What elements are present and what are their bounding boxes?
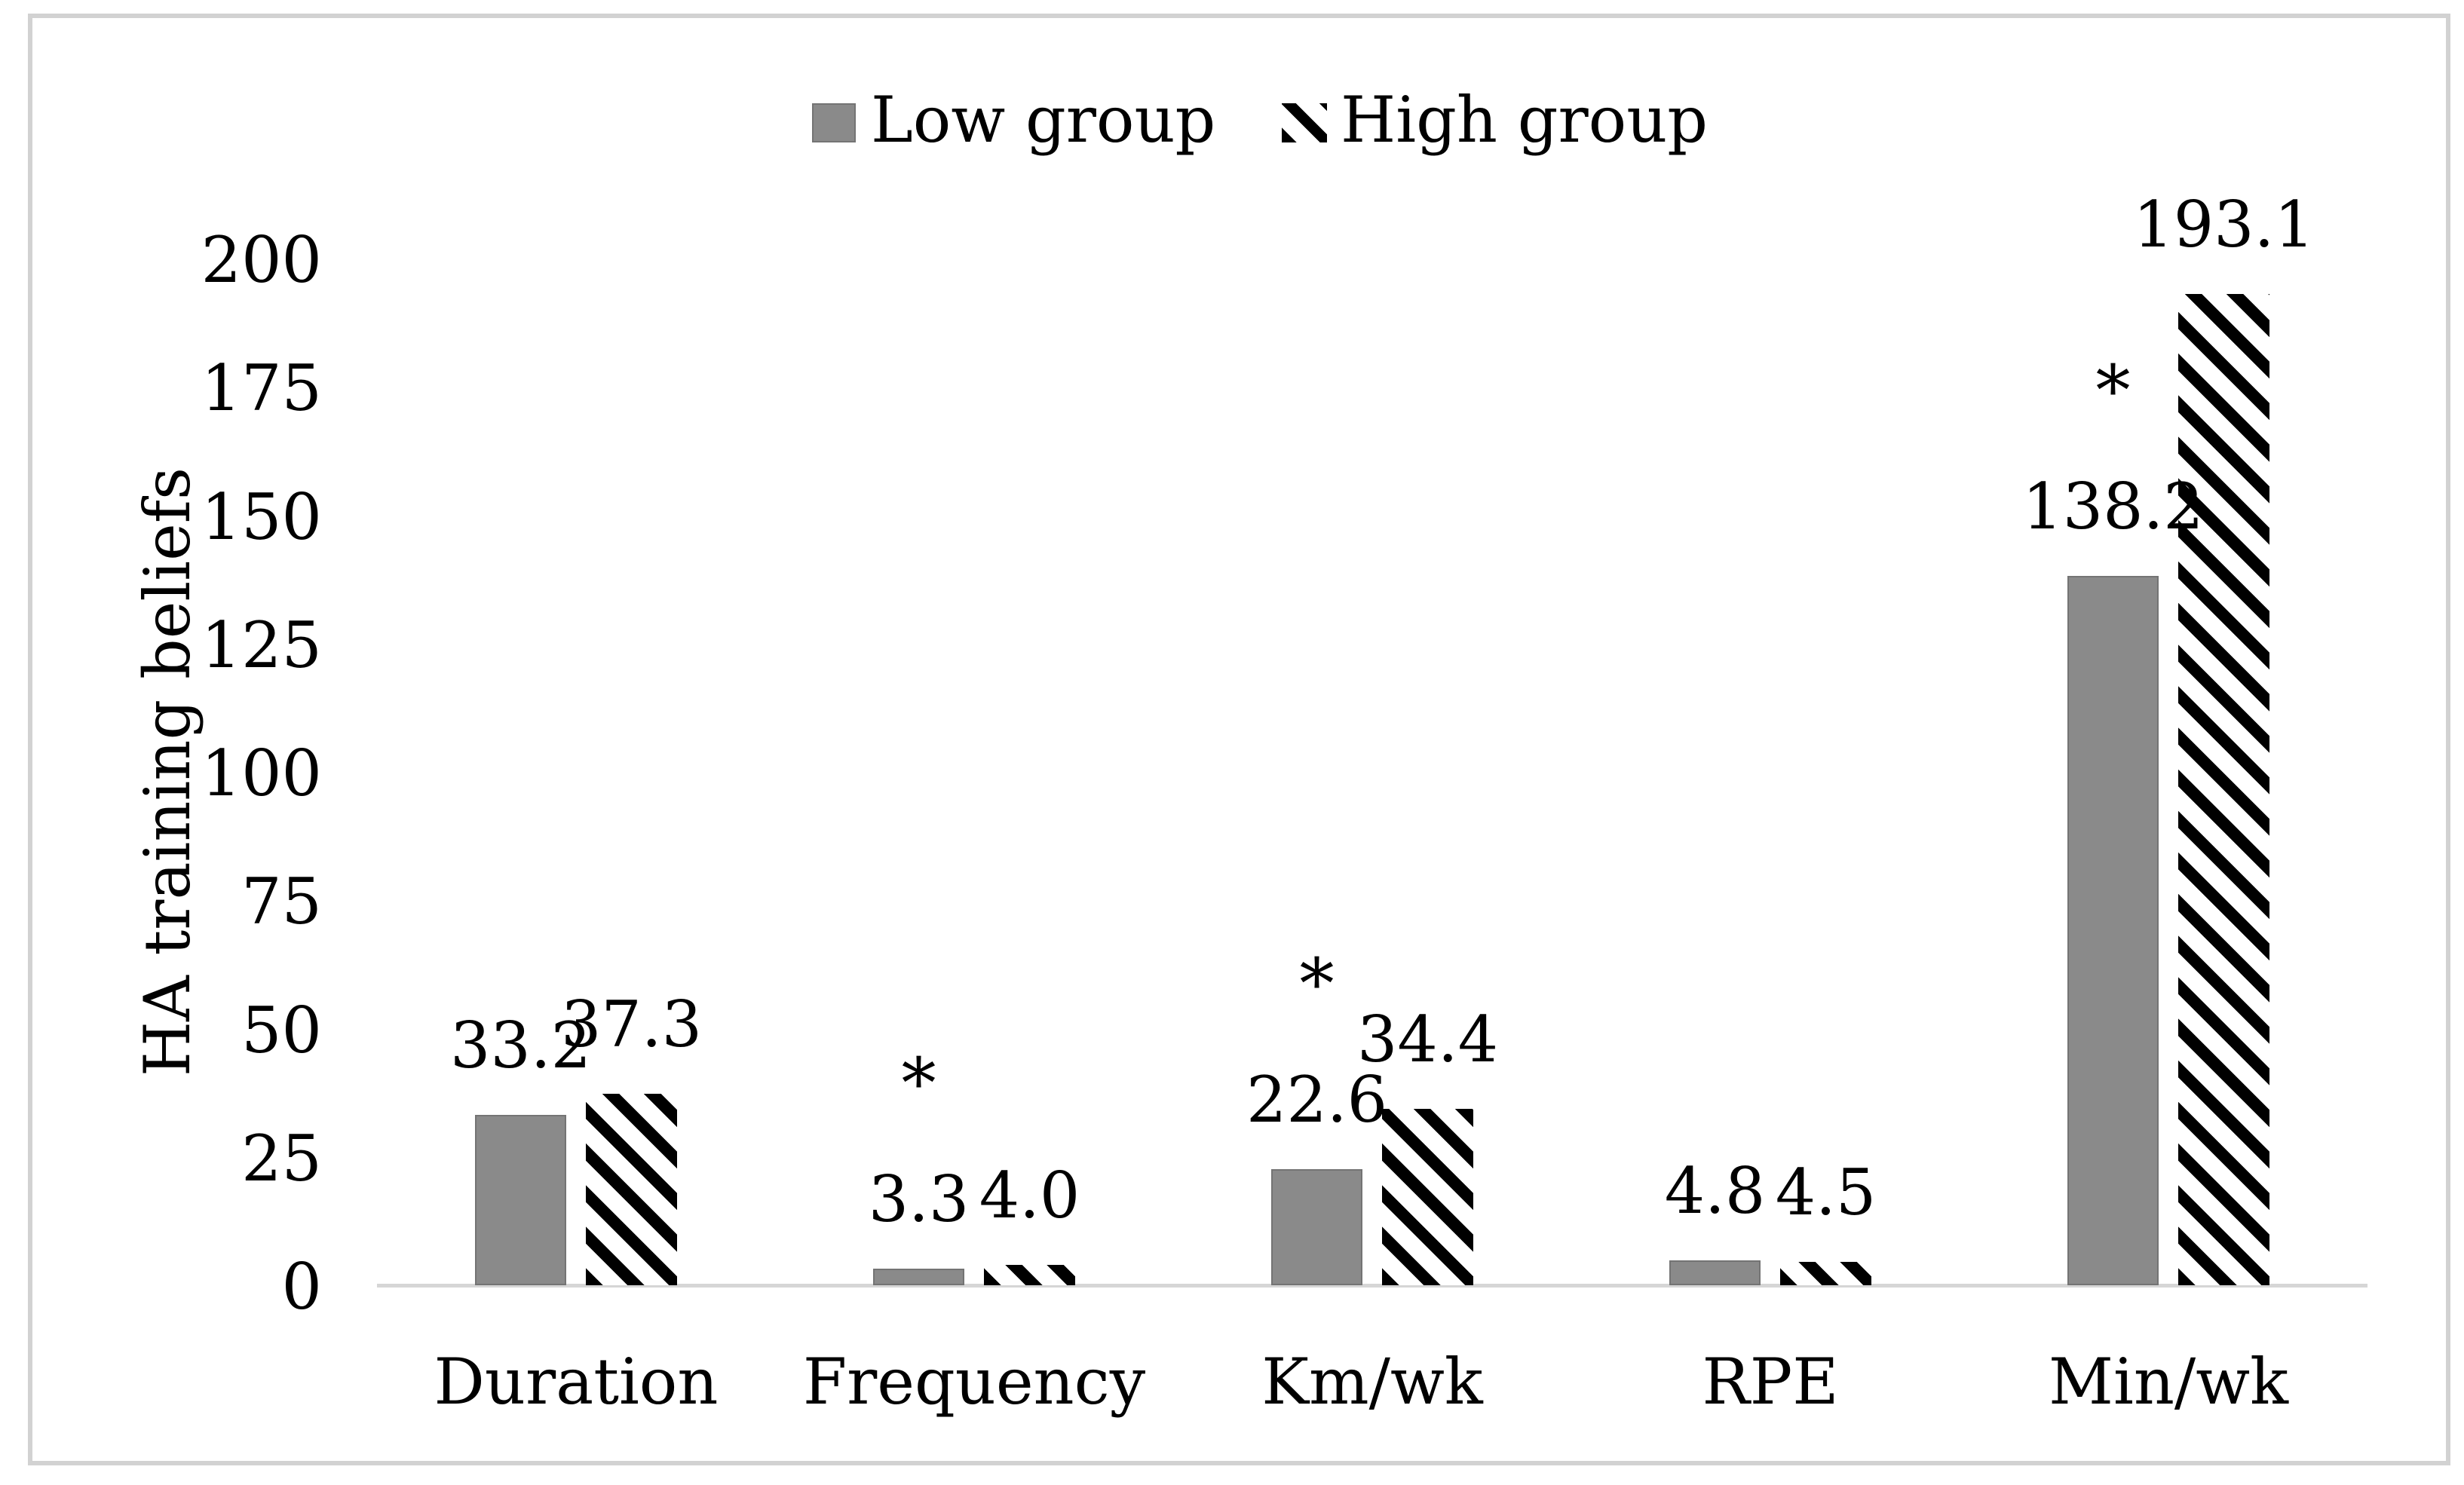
bar-label-low-km-wk: 22.6 <box>1246 1063 1388 1137</box>
significance-asterisk-frequency: * <box>901 1043 936 1124</box>
y-tick-25: 25 <box>241 1121 322 1196</box>
bar-label-high-min-wk: 193.1 <box>2133 188 2315 262</box>
x-category-label-min-wk: Min/wk <box>2048 1345 2289 1419</box>
bar-label-low-min-wk: 138.2 <box>2022 470 2204 543</box>
bar-high-frequency <box>984 1265 1075 1285</box>
x-category-label-duration: Duration <box>434 1345 719 1419</box>
bar-label-high-duration: 37.3 <box>560 987 703 1061</box>
x-category-label-frequency: Frequency <box>802 1345 1146 1419</box>
bar-label-high-km-wk: 34.4 <box>1356 1003 1499 1076</box>
bar-label-high-rpe: 4.5 <box>1775 1156 1877 1229</box>
legend-label-low-group: Low group <box>871 83 1216 157</box>
bar-label-low-frequency: 3.3 <box>868 1162 970 1236</box>
x-axis-line <box>377 1284 2367 1288</box>
bar-label-low-duration: 33.2 <box>449 1009 592 1082</box>
y-tick-50: 50 <box>241 993 322 1067</box>
y-tick-100: 100 <box>201 736 322 810</box>
legend-swatch-high-group <box>1282 103 1327 142</box>
figure-border <box>28 14 2450 1465</box>
bar-high-min-wk <box>2178 294 2269 1285</box>
bar-high-duration <box>586 1094 677 1285</box>
x-category-label-km-wk: Km/wk <box>1261 1345 1483 1419</box>
x-category-label-rpe: RPE <box>1702 1345 1839 1419</box>
significance-asterisk-km-wk: * <box>1299 944 1335 1024</box>
bar-low-min-wk <box>2067 576 2159 1285</box>
y-tick-200: 200 <box>201 223 322 297</box>
bar-low-rpe <box>1669 1260 1761 1285</box>
y-tick-150: 150 <box>201 479 322 554</box>
bar-label-high-frequency: 4.0 <box>979 1159 1080 1232</box>
bar-low-km-wk <box>1271 1169 1362 1285</box>
legend-swatch-low-group <box>812 103 856 142</box>
bar-label-low-rpe: 4.8 <box>1664 1154 1766 1228</box>
y-tick-75: 75 <box>241 865 322 939</box>
bar-high-rpe <box>1780 1262 1871 1285</box>
y-tick-0: 0 <box>281 1250 322 1324</box>
bar-low-frequency <box>873 1269 964 1285</box>
significance-asterisk-min-wk: * <box>2095 351 2131 431</box>
bar-low-duration <box>475 1115 566 1285</box>
legend-label-high-group: High group <box>1341 83 1709 157</box>
y-tick-125: 125 <box>201 608 322 682</box>
y-tick-175: 175 <box>201 351 322 426</box>
bar-high-km-wk <box>1382 1109 1473 1285</box>
